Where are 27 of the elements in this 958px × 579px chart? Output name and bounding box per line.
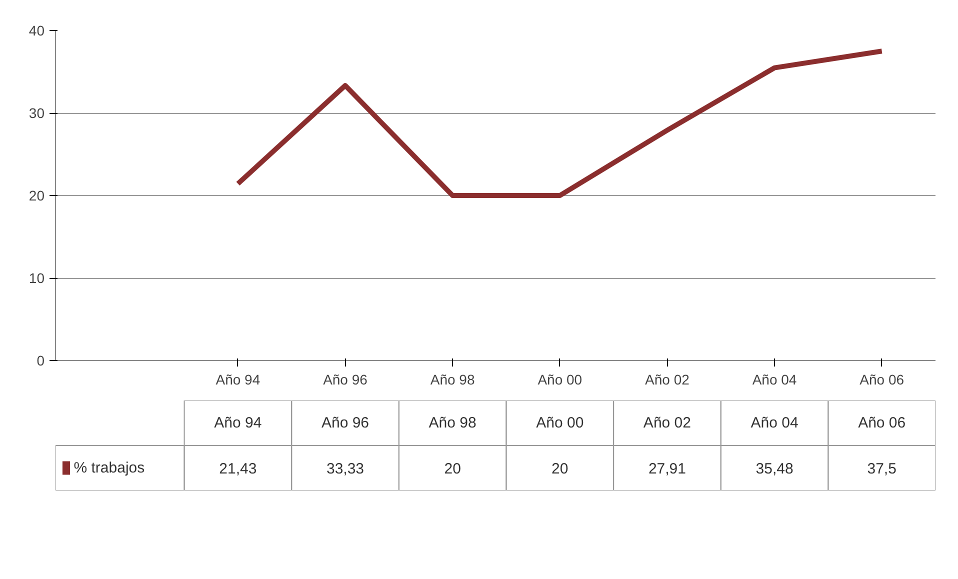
category-label: Año 96 [321, 414, 370, 432]
x-tick-label: Año 00 [538, 372, 582, 388]
category-label: Año 94 [214, 414, 262, 432]
data-label: 20 [444, 460, 461, 478]
x-tick-label: Año 04 [752, 372, 797, 388]
legend-label: % trabajos [74, 460, 145, 476]
category-label: Año 06 [858, 414, 906, 432]
y-tick-label: 20 [28, 188, 45, 204]
category-label: Año 02 [643, 414, 691, 432]
data-label: 35,48 [756, 460, 794, 478]
data-label: 27,91 [648, 460, 686, 478]
category-label: Año 00 [536, 414, 584, 432]
y-tick-label: 30 [28, 105, 45, 121]
y-tick-label: 0 [36, 352, 45, 368]
x-tick-label: Año 02 [645, 372, 690, 388]
category-label: Año 98 [428, 414, 476, 432]
data-label: 33,33 [326, 460, 364, 478]
category-label: Año 04 [750, 414, 798, 432]
x-tick-label: Año 96 [323, 372, 368, 388]
data-label: 37,5 [867, 460, 896, 478]
x-tick-label: Año 94 [216, 372, 260, 388]
x-tick-label: Año 06 [860, 372, 904, 388]
x-tick-label: Año 98 [430, 372, 475, 388]
data-label: 20 [552, 460, 568, 478]
y-tick-label: 10 [28, 270, 45, 286]
data-label: 21,43 [219, 460, 257, 478]
y-tick-label: 40 [28, 22, 45, 38]
